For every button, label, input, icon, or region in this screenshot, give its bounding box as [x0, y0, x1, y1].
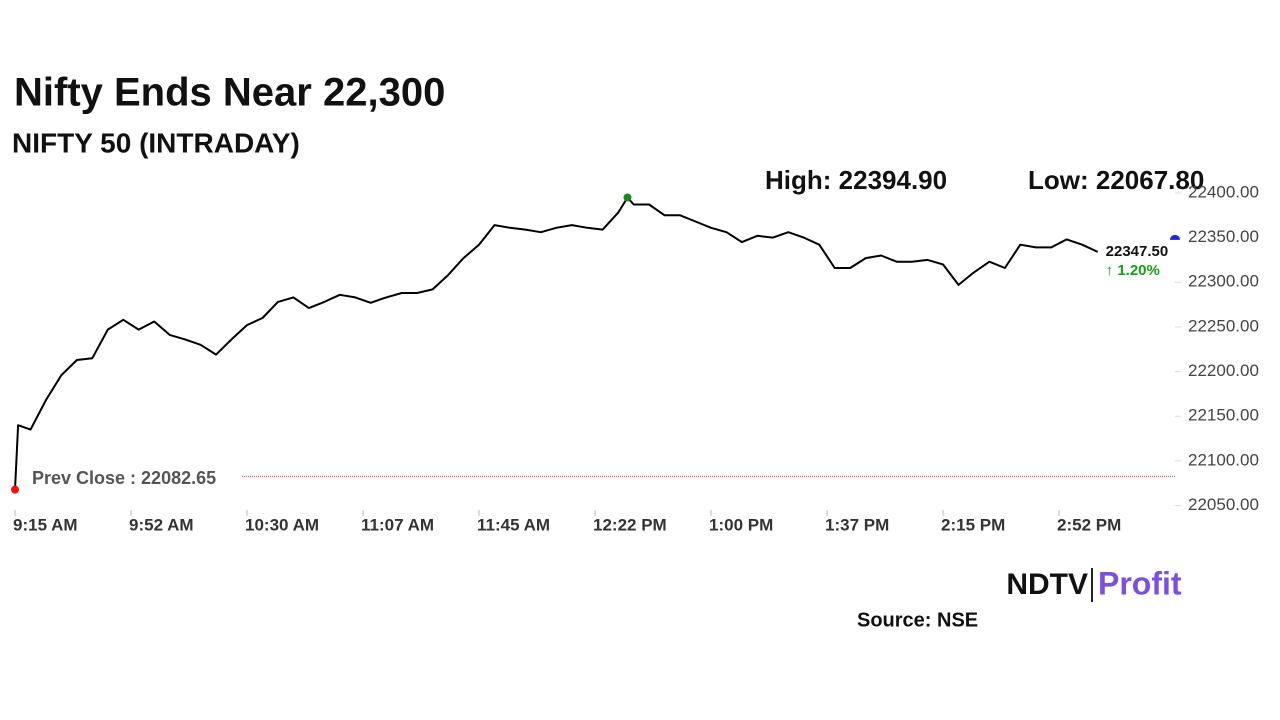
- x-tick-label: 10:30 AM: [245, 515, 319, 534]
- x-tick-label: 1:00 PM: [709, 515, 773, 534]
- x-tick-label: 11:07 AM: [361, 515, 434, 534]
- low-dot: [11, 485, 19, 494]
- price-line: [14, 196, 1099, 490]
- logo-left: NDTV: [1006, 568, 1088, 601]
- y-tick-label: 22200.00: [1188, 361, 1259, 380]
- source: Source: NSE: [857, 609, 978, 631]
- x-tick-label: 12:22 PM: [593, 515, 667, 534]
- x-tick-label: 11:45 AM: [477, 515, 550, 534]
- y-tick-label: 22400.00: [1188, 182, 1259, 201]
- x-tick-label: 2:52 PM: [1057, 515, 1121, 534]
- last-dot: [1170, 234, 1180, 240]
- y-tick-label: 22050.00: [1188, 495, 1259, 514]
- y-tick-label: 22150.00: [1188, 406, 1259, 425]
- y-tick-label: 22100.00: [1188, 450, 1259, 469]
- x-tick-label: 2:15 PM: [941, 515, 1005, 534]
- logo-right: Profit: [1098, 565, 1182, 601]
- x-tick-label: 9:52 AM: [129, 515, 194, 534]
- high-text: High: 22394.90: [765, 165, 947, 195]
- chart-title: Nifty Ends Near 22,300: [14, 71, 445, 115]
- chart-subtitle: NIFTY 50 (INTRADAY): [12, 127, 300, 158]
- low-text: Low: 22067.80: [1028, 165, 1204, 195]
- last-value-label: 22347.50: [1106, 243, 1169, 260]
- x-tick-label: 9:15 AM: [13, 515, 78, 534]
- y-tick-label: 22350.00: [1188, 227, 1259, 246]
- y-tick-label: 22300.00: [1188, 272, 1259, 291]
- high-dot: [623, 193, 632, 202]
- prev-close-label: Prev Close : 22082.65: [32, 468, 216, 488]
- last-change-label: ↑ 1.20%: [1106, 262, 1160, 279]
- x-tick-label: 1:37 PM: [825, 515, 889, 534]
- y-tick-label: 22250.00: [1188, 316, 1259, 335]
